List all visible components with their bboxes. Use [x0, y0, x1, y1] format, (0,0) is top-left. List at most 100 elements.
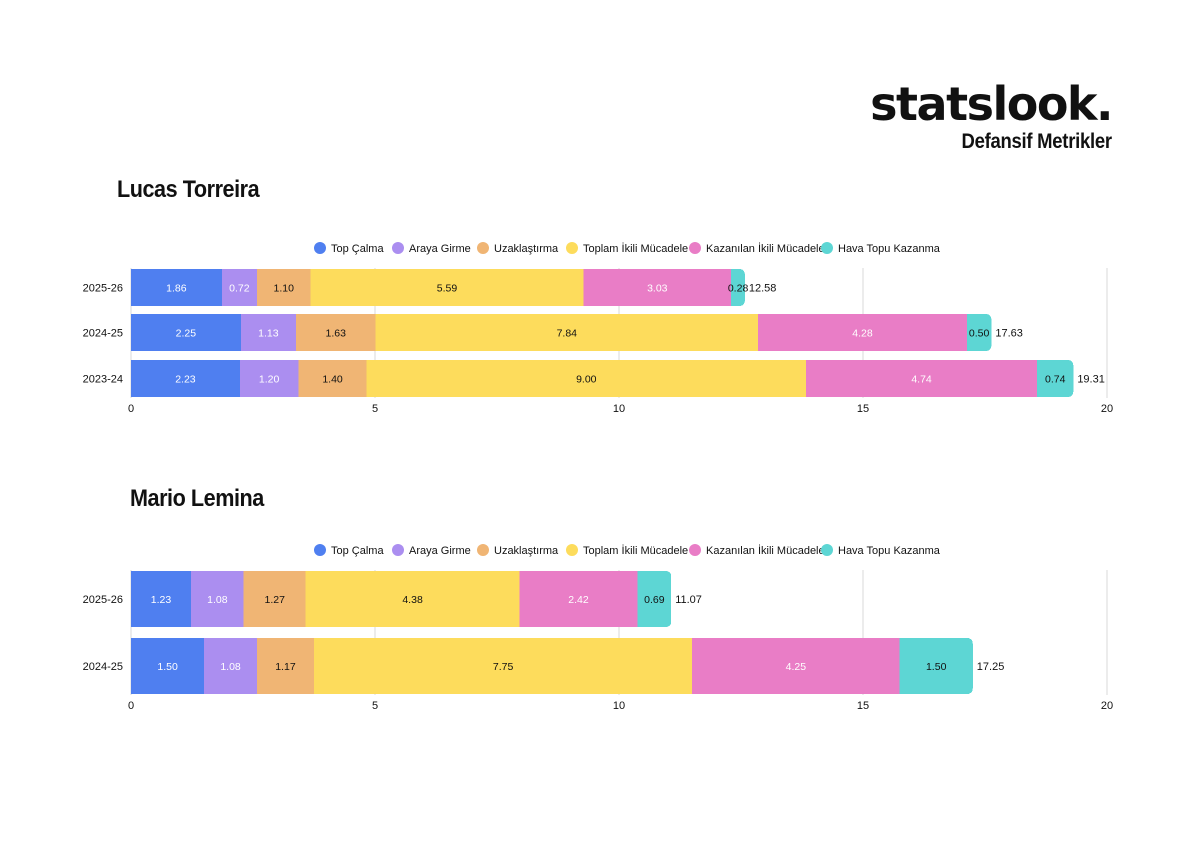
- legend-marker: [689, 242, 701, 254]
- data-label: 4.28: [852, 328, 873, 340]
- data-label: 0.69: [644, 594, 665, 606]
- brand-header: statslook. Defansif Metrikler: [870, 78, 1113, 154]
- data-label: 1.27: [264, 594, 285, 606]
- legend-label: Top Çalma: [331, 243, 384, 255]
- page-subtitle: Defansif Metrikler: [961, 130, 1113, 153]
- data-label: 1.50: [926, 661, 947, 673]
- total-label: 19.31: [1077, 374, 1105, 386]
- legend-label: Hava Topu Kazanma: [838, 545, 941, 557]
- bar-segment: [131, 269, 222, 306]
- bar-segment: [256, 269, 311, 306]
- data-label: 7.75: [493, 661, 514, 673]
- legend-marker: [821, 242, 833, 254]
- legend-marker: [566, 544, 578, 556]
- x-tick-label: 20: [1101, 403, 1113, 415]
- legend-item: Toplam İkili Mücadele: [566, 544, 688, 557]
- legend-item: Araya Girme: [392, 242, 471, 255]
- bar-segment: [966, 314, 992, 351]
- category-label: 2023-24: [83, 374, 123, 386]
- legend-label: Araya Girme: [409, 545, 471, 557]
- legend-marker: [392, 242, 404, 254]
- legend-item: Top Çalma: [314, 544, 384, 557]
- player-title-1: Lucas Torreira: [117, 176, 260, 203]
- data-label: 1.50: [157, 661, 178, 673]
- category-label: 2024-25: [83, 661, 123, 673]
- category-label: 2025-26: [83, 283, 123, 295]
- data-label: 1.20: [259, 374, 280, 386]
- legend-label: Araya Girme: [409, 243, 471, 255]
- x-tick-label: 5: [372, 403, 378, 415]
- chart-2: Top Çalma Araya Girme Uzaklaştırma Toplam İ…: [0, 533, 1200, 718]
- bar-segment: [131, 571, 192, 627]
- bar-segment: [240, 314, 296, 351]
- bar-segment: [899, 638, 973, 694]
- total-label: 12.58: [749, 283, 777, 295]
- x-tick-label: 20: [1101, 700, 1113, 712]
- bar-segment: [243, 571, 306, 627]
- player-title-2: Mario Lemina: [130, 485, 264, 512]
- data-label: 1.40: [322, 374, 343, 386]
- data-label: 7.84: [557, 328, 578, 340]
- data-label: 4.74: [911, 374, 932, 386]
- total-label: 17.25: [977, 661, 1005, 673]
- bar-segment: [692, 638, 900, 694]
- category-label: 2024-25: [83, 328, 123, 340]
- x-tick-label: 0: [128, 700, 134, 712]
- bar-segment: [298, 360, 367, 397]
- data-label: 1.13: [258, 328, 279, 340]
- bar-segment: [805, 360, 1038, 397]
- data-label: 1.17: [275, 661, 296, 673]
- legend-marker: [314, 544, 326, 556]
- legend-item: Kazanılan İkili Mücadele: [689, 544, 825, 557]
- legend-label: Top Çalma: [331, 545, 384, 557]
- bar-segment: [375, 314, 759, 351]
- data-label: 2.42: [568, 594, 589, 606]
- chart-1: Top Çalma Araya Girme Uzaklaştırma Toplam İ…: [0, 232, 1200, 422]
- legend-item: Uzaklaştırma: [477, 242, 559, 255]
- x-tick-label: 15: [857, 700, 869, 712]
- data-label: 2.23: [175, 374, 196, 386]
- bar-segment: [314, 638, 693, 694]
- bar-segment: [366, 360, 806, 397]
- x-tick-label: 5: [372, 700, 378, 712]
- legend-label: Uzaklaştırma: [494, 545, 559, 557]
- data-label: 0.50: [969, 328, 990, 340]
- legend-marker: [821, 544, 833, 556]
- legend-item: Kazanılan İkili Mücadele: [689, 242, 825, 255]
- legend-label: Hava Topu Kazanma: [838, 243, 941, 255]
- data-label: 1.10: [274, 283, 295, 295]
- legend-marker: [566, 242, 578, 254]
- data-label: 5.59: [437, 283, 458, 295]
- x-tick-label: 15: [857, 403, 869, 415]
- bar-segment: [295, 314, 376, 351]
- data-label: 4.38: [402, 594, 423, 606]
- x-tick-label: 0: [128, 403, 134, 415]
- x-tick-label: 10: [613, 700, 625, 712]
- bar-segment: [731, 269, 745, 306]
- legend-item: Hava Topu Kazanma: [821, 242, 941, 255]
- data-label: 4.25: [786, 661, 807, 673]
- legend-label: Toplam İkili Mücadele: [583, 242, 688, 255]
- bar-segment: [519, 571, 638, 627]
- bar-segment: [239, 360, 299, 397]
- data-label: 1.86: [166, 283, 187, 295]
- legend-item: Toplam İkili Mücadele: [566, 242, 688, 255]
- chart-1-svg: Top Çalma Araya Girme Uzaklaştırma Toplam İ…: [83, 242, 1113, 415]
- total-label: 11.07: [675, 594, 702, 606]
- legend-item: Uzaklaştırma: [477, 544, 559, 557]
- data-label: 0.28: [728, 283, 749, 295]
- bar-segment: [305, 571, 520, 627]
- legend-marker: [689, 544, 701, 556]
- data-label: 2.25: [176, 328, 197, 340]
- data-label: 1.63: [325, 328, 346, 340]
- bar-segment: [204, 638, 257, 694]
- bar-segment: [583, 269, 732, 306]
- legend-label: Kazanılan İkili Mücadele: [706, 242, 825, 255]
- total-label: 17.63: [995, 328, 1023, 340]
- x-tick-label: 10: [613, 403, 625, 415]
- bar-segment: [256, 638, 314, 694]
- data-label: 0.74: [1045, 374, 1066, 386]
- legend-label: Kazanılan İkili Mücadele: [706, 544, 825, 557]
- legend-item: Hava Topu Kazanma: [821, 544, 941, 557]
- bar-segment: [1037, 360, 1074, 397]
